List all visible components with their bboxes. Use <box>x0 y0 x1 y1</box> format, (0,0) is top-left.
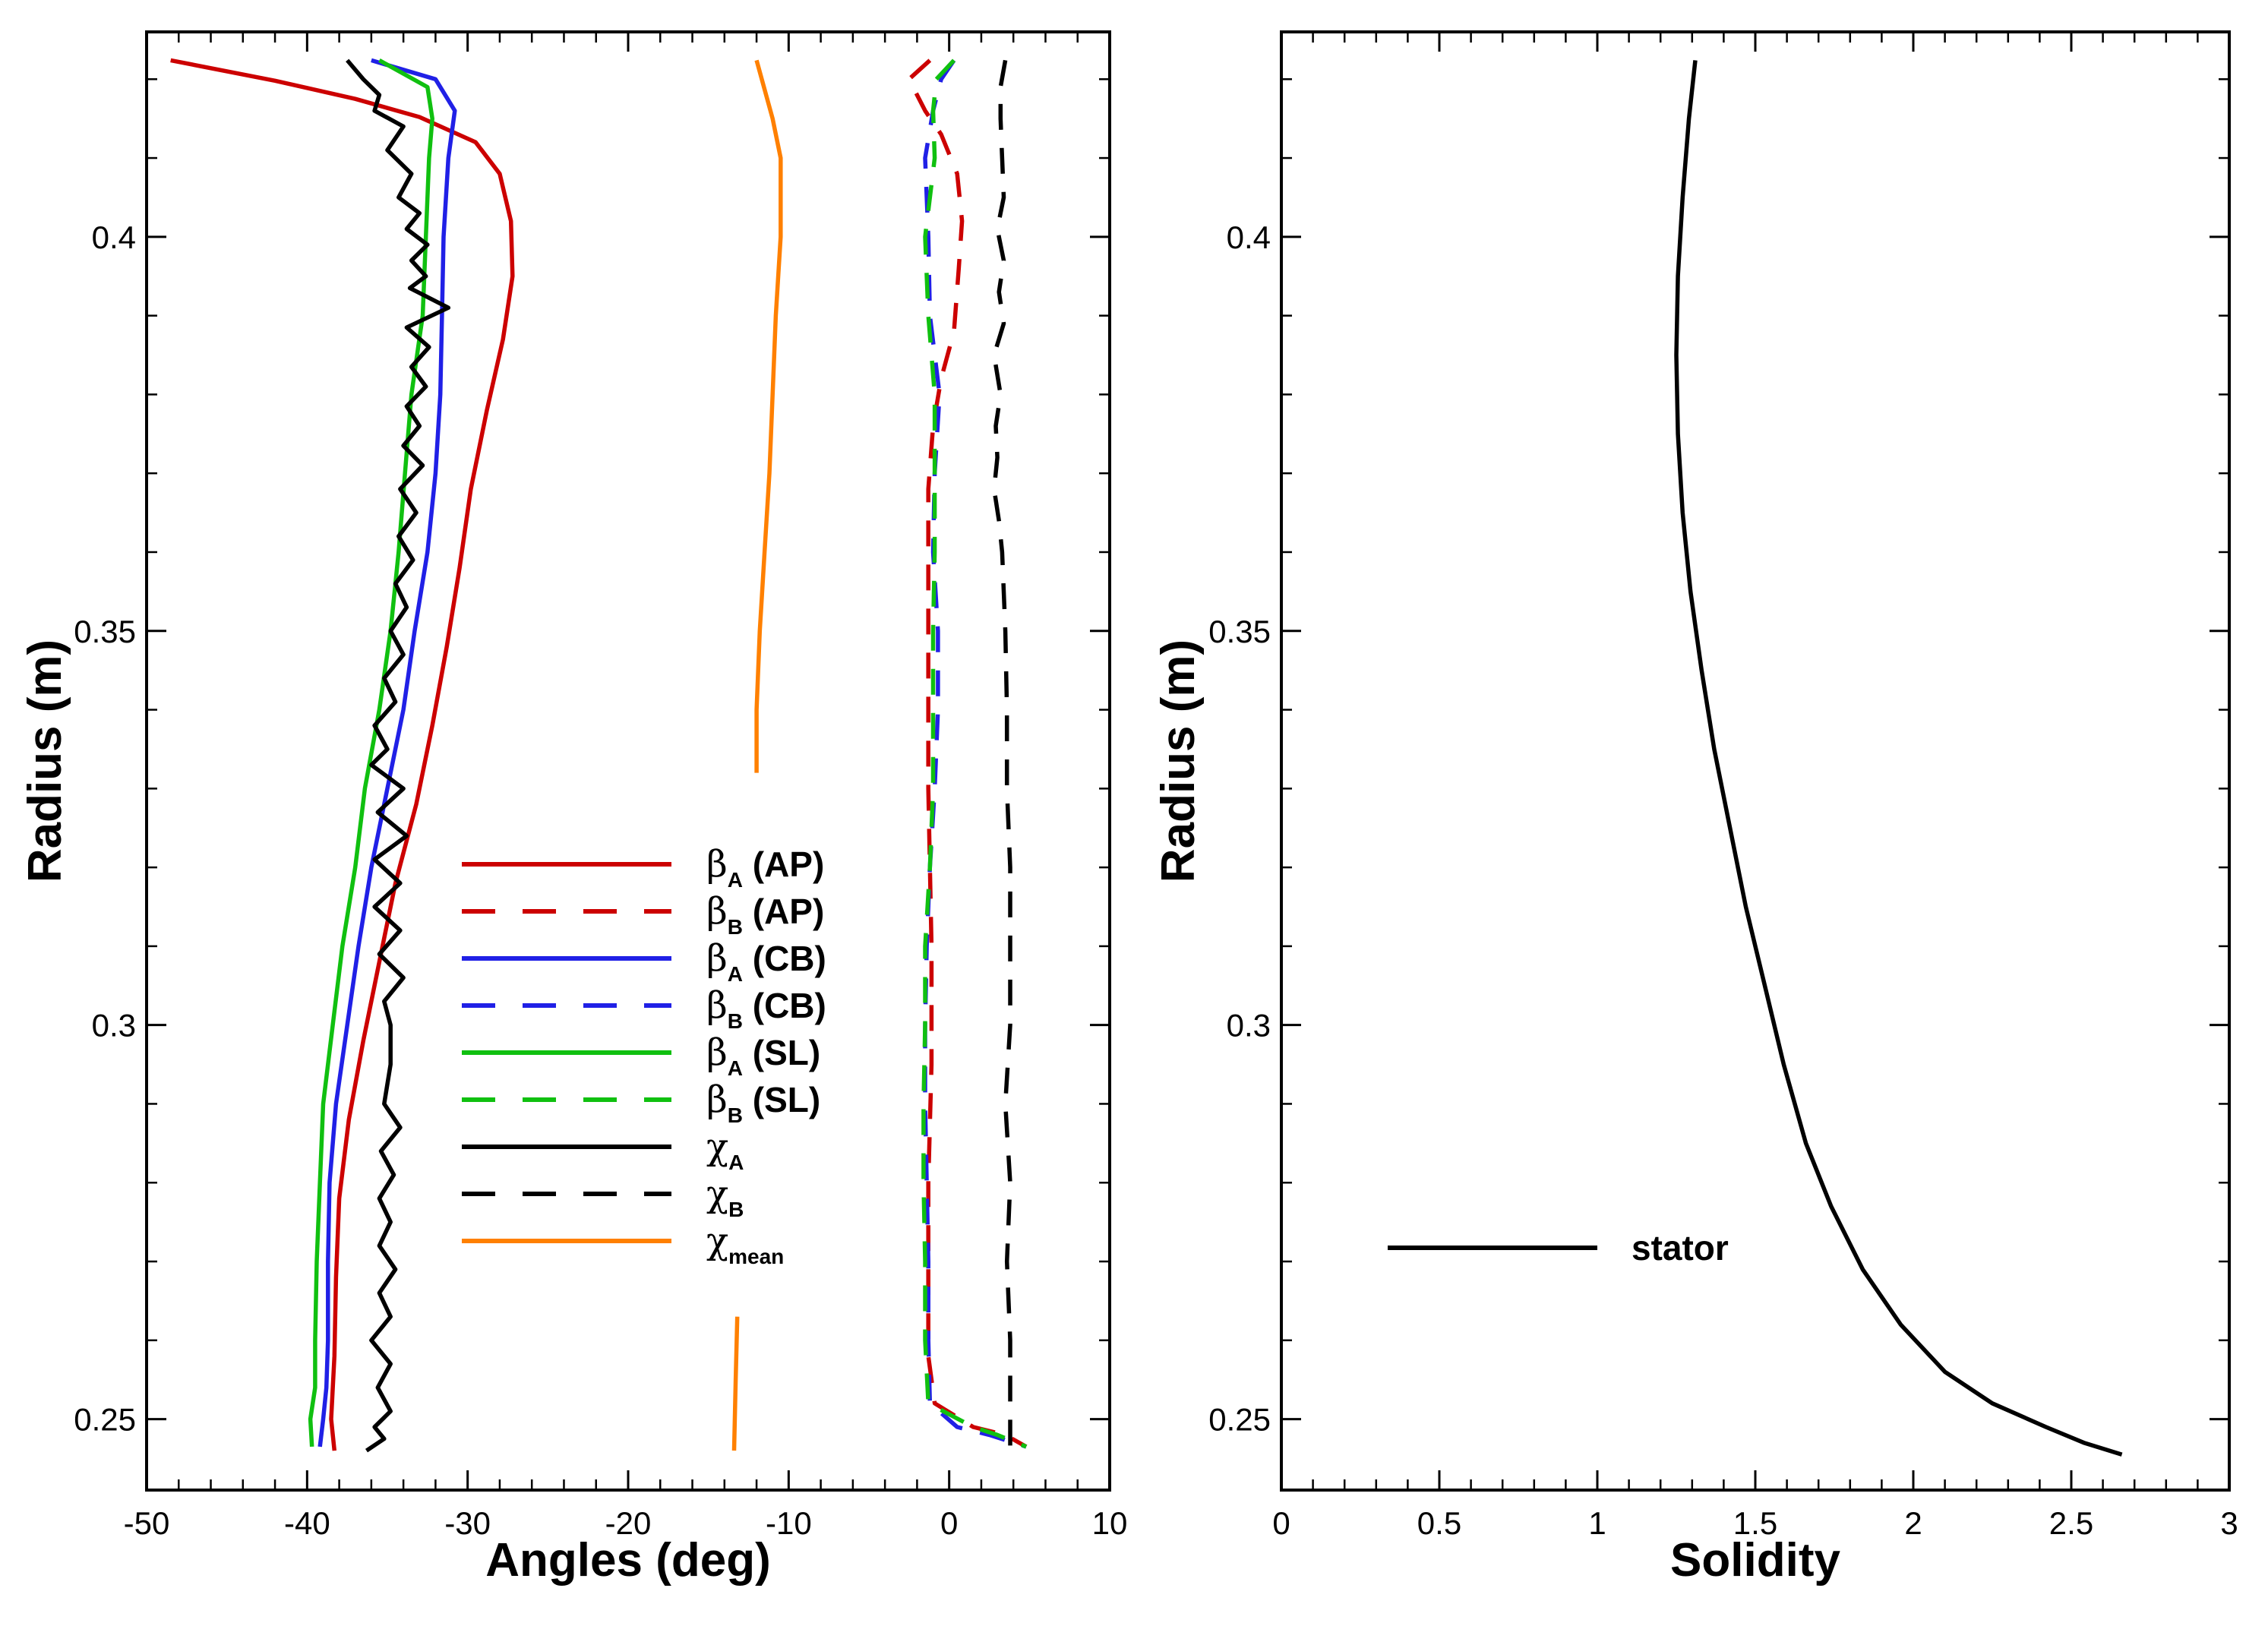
series-line <box>754 59 783 773</box>
y-tick-label: 0.4 <box>92 219 136 255</box>
legend-label: βB (AP) <box>706 890 824 939</box>
angles-panel: -50 -40 -30 -20 -10 0 10 0.25 0.3 0.35 0.4 Angles (… <box>19 30 1128 1587</box>
y-tick-label: 0.3 <box>1227 1008 1271 1043</box>
series-line <box>907 58 1028 1449</box>
x-tick-label: 3 <box>2220 1505 2238 1541</box>
legend-symbol: β <box>706 1078 728 1121</box>
legend-subscript: mean <box>728 1245 784 1268</box>
series-line <box>731 1316 740 1451</box>
series-line <box>923 58 1027 1449</box>
series-line <box>346 58 451 1453</box>
legend-label: βA (AP) <box>706 843 824 892</box>
legend-subscript: B <box>728 1198 744 1221</box>
solidity-panel: 0 0.5 1 1.5 2 2.5 3 0.25 0.3 0.35 0.4 Solidity Radiu… <box>1152 30 2238 1587</box>
plot-frame <box>1280 30 2231 1492</box>
series-line <box>1674 60 2123 1457</box>
legend-subscript: A <box>728 868 743 892</box>
legend-tag: (CB) <box>743 939 826 978</box>
legend-subscript: A <box>728 1151 744 1174</box>
legend-label: χB <box>706 1173 744 1221</box>
legend-symbol: β <box>706 1031 728 1074</box>
x-tick-label: 1.5 <box>1733 1505 1777 1541</box>
x-tick-label: -30 <box>444 1505 491 1541</box>
legend-subscript: B <box>728 1009 743 1033</box>
x-tick-label: 0.5 <box>1417 1505 1461 1541</box>
plot-frame <box>145 30 1111 1492</box>
x-tick-label: -50 <box>124 1505 170 1541</box>
legend-symbol: β <box>706 890 728 933</box>
legend-symbol: χ <box>706 1220 728 1262</box>
x-axis-title: Angles (deg) <box>485 1534 770 1587</box>
legend-tag: (CB) <box>743 986 826 1025</box>
legend-label: χA <box>706 1126 744 1174</box>
legend-tag: (SL) <box>743 1033 820 1072</box>
series-line <box>921 58 1028 1449</box>
y-tick-label: 0.35 <box>74 614 136 649</box>
x-tick-label: 2 <box>1904 1505 1922 1541</box>
legend-label: βA (CB) <box>706 937 826 986</box>
y-tick-label: 0.35 <box>1208 614 1271 649</box>
y-tick-label: 0.4 <box>1227 219 1271 255</box>
legend-symbol: β <box>706 843 728 886</box>
legend-symbol: χ <box>706 1126 728 1168</box>
x-tick-label: -40 <box>284 1505 330 1541</box>
x-tick-label: 1 <box>1588 1505 1606 1541</box>
legend-label: stator <box>1632 1228 1729 1268</box>
x-tick-label: 10 <box>1092 1505 1128 1541</box>
series-line <box>170 58 515 1451</box>
legend-label: βB (CB) <box>706 984 826 1033</box>
legend-subscript: A <box>728 962 743 986</box>
y-tick-label: 0.25 <box>74 1402 136 1438</box>
x-tick-label: 0 <box>940 1505 958 1541</box>
legend: stator <box>1388 1228 1729 1268</box>
y-tick-label: 0.3 <box>92 1008 136 1043</box>
legend-label: βA (SL) <box>706 1031 820 1080</box>
y-tick-label: 0.25 <box>1208 1402 1271 1438</box>
legend-tag: (AP) <box>743 845 824 884</box>
legend-subscript: A <box>728 1056 743 1080</box>
legend-subscript: B <box>728 915 743 939</box>
x-tick-label: -20 <box>605 1505 652 1541</box>
legend-symbol: χ <box>706 1173 728 1215</box>
legend-label: χmean <box>706 1220 784 1268</box>
x-tick-label: 2.5 <box>2049 1505 2093 1541</box>
legend-tag: (SL) <box>743 1080 820 1119</box>
legend-symbol: β <box>706 984 728 1027</box>
series-line <box>317 58 457 1448</box>
legend-subscript: B <box>728 1103 743 1127</box>
series-line <box>992 59 1012 1447</box>
x-tick-label: 0 <box>1272 1505 1290 1541</box>
legend-name: stator <box>1632 1228 1729 1268</box>
legend-label: βB (SL) <box>706 1078 820 1127</box>
legend-tag: (AP) <box>743 892 824 931</box>
y-axis-title: Radius (m) <box>19 639 71 882</box>
y-axis-title: Radius (m) <box>1152 639 1205 882</box>
x-axis-title: Solidity <box>1670 1534 1840 1587</box>
legend-symbol: β <box>706 937 728 980</box>
x-tick-label: -10 <box>766 1505 812 1541</box>
series-line <box>308 58 434 1448</box>
legend: βA (AP)βB (AP)βA (CB)βB (CB)βA (SL)βB (S… <box>462 843 826 1268</box>
